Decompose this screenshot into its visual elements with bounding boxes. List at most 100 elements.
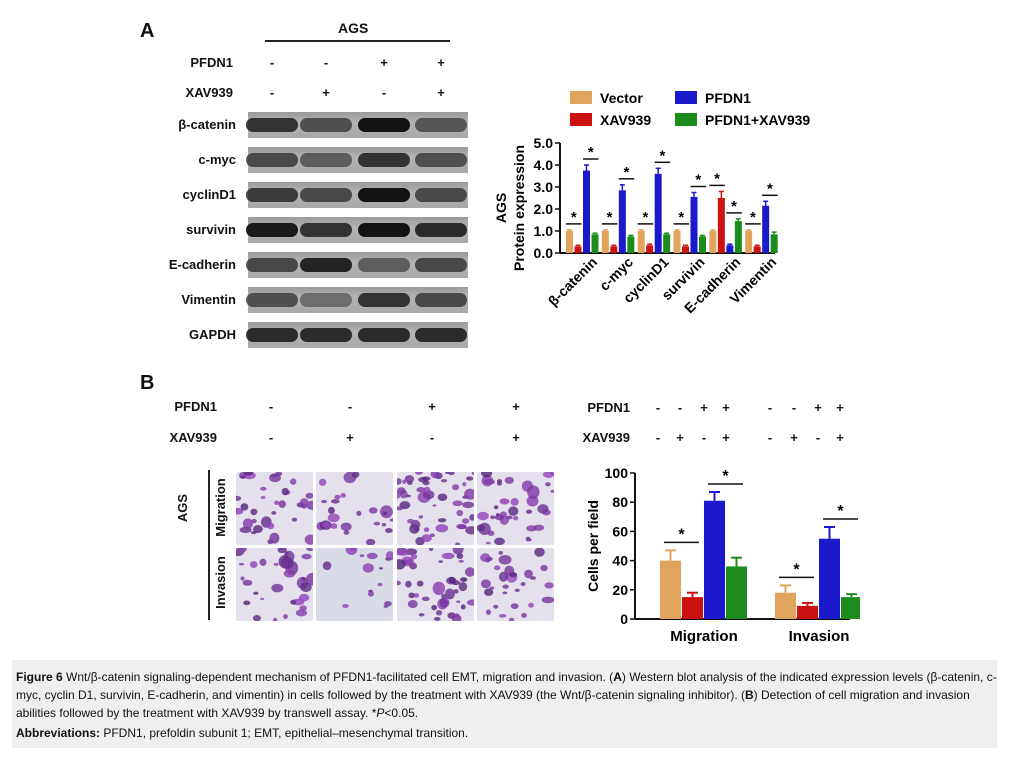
transwell-image [477, 472, 554, 545]
stained-cell [342, 603, 349, 608]
blot-band [246, 188, 298, 202]
treatment-sign: - [323, 55, 329, 70]
blot-band [358, 328, 410, 342]
significance-star: * [793, 561, 800, 578]
bar [583, 170, 590, 253]
stained-cell [466, 599, 474, 606]
stained-cell [437, 493, 448, 501]
bar [734, 221, 742, 253]
stained-cell [271, 511, 277, 515]
bar [797, 605, 818, 619]
bar [709, 231, 717, 253]
stained-cell [242, 518, 254, 529]
bar [762, 205, 770, 253]
stained-cell [236, 495, 242, 501]
stained-cell [431, 604, 437, 611]
blot-strip [246, 147, 468, 173]
stained-cell [397, 491, 401, 499]
stained-cell [397, 580, 401, 586]
stained-cell [448, 576, 456, 584]
blot-row-label: E-cadherin [168, 257, 236, 272]
significance-star: * [837, 503, 844, 520]
stained-cell [397, 478, 402, 485]
blot-row-label: Vimentin [181, 292, 236, 307]
bar [566, 231, 573, 253]
chart-treatment-sign: - [701, 430, 707, 445]
blot-strip [246, 182, 468, 208]
blot-band [300, 118, 352, 132]
chart-treatment-sign: - [655, 430, 661, 445]
treatment-sign: + [437, 55, 445, 70]
y-tick-label: 80 [612, 494, 628, 510]
y-tick-label: 2.0 [534, 201, 554, 217]
stained-cell [528, 602, 534, 608]
caption-text-1: Wnt/β-catenin signaling-dependent mechan… [62, 670, 614, 684]
legend-swatch [675, 113, 697, 126]
stained-cell [277, 548, 287, 554]
stained-cell [481, 472, 493, 478]
stained-cell [432, 581, 446, 596]
bar [726, 245, 734, 253]
stained-cell [534, 548, 545, 557]
stained-cell [510, 498, 519, 506]
treatment-sign: - [347, 399, 353, 414]
caption-text-4: <0.05. [384, 706, 419, 720]
blot-band [300, 153, 352, 167]
stained-cell [477, 511, 489, 521]
stained-cell [243, 472, 254, 476]
stained-cell [456, 553, 464, 560]
stained-cell [241, 548, 247, 552]
stained-cell [368, 589, 373, 593]
blot-band [300, 293, 352, 307]
stained-cell [252, 614, 261, 621]
stained-cell [469, 514, 474, 521]
stained-cell [281, 487, 289, 496]
stained-cell [291, 517, 298, 522]
significance-star: * [731, 198, 737, 215]
stained-cell [540, 564, 548, 572]
bar [591, 234, 599, 253]
stained-cell [423, 486, 431, 494]
chart-treatment-sign: + [676, 430, 684, 445]
stained-cell [402, 479, 407, 484]
stained-cell [440, 478, 448, 483]
stained-cell [382, 511, 388, 516]
stained-cell [373, 521, 381, 526]
stained-cell [384, 528, 393, 534]
y-axis-label: Cells per field [585, 500, 601, 592]
significance-star: * [624, 164, 630, 181]
stained-cell [306, 572, 313, 586]
stained-cell [281, 557, 294, 570]
stained-cell [418, 613, 425, 617]
stained-cell [458, 559, 464, 563]
bar [654, 173, 662, 253]
significance-star: * [767, 180, 773, 197]
treatment-sign: - [269, 85, 275, 100]
bar [775, 592, 796, 619]
stained-cell [461, 518, 470, 524]
stained-cell [423, 527, 430, 533]
stained-cell [331, 499, 340, 504]
significance-star: * [722, 468, 729, 485]
stained-cell [499, 498, 510, 505]
panel-a-label: A [140, 20, 155, 42]
bar [637, 231, 645, 253]
stained-cell [506, 515, 513, 520]
stained-cell [521, 612, 527, 618]
stained-cell [453, 589, 459, 594]
blot-band [246, 258, 298, 272]
stained-cell [471, 472, 474, 475]
stained-cell [514, 588, 520, 593]
y-tick-label: 0.0 [534, 245, 554, 261]
blot-band [415, 293, 467, 307]
bar [726, 566, 747, 619]
y-axis-label: Protein expression [511, 145, 527, 271]
stained-cell [271, 583, 284, 593]
blot-band [358, 188, 410, 202]
bar [673, 231, 681, 253]
stained-cell [240, 576, 245, 581]
y-tick-label: 5.0 [534, 135, 554, 151]
stained-cell [259, 558, 267, 566]
blot-band [415, 328, 467, 342]
bar [704, 500, 725, 619]
